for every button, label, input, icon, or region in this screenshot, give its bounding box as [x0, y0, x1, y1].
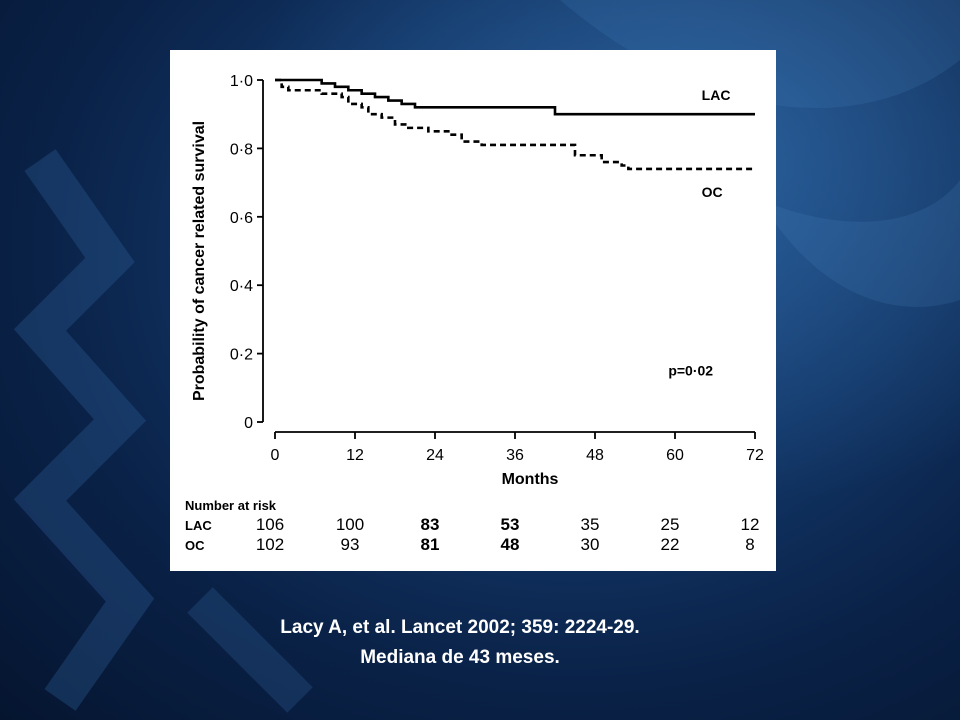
risk-row-label-oc: OC	[185, 538, 205, 553]
y-tick-label: 0·4	[230, 278, 253, 295]
risk-value: 100	[336, 515, 364, 534]
risk-value: 12	[741, 515, 760, 534]
km-survival-chart: 0 0·2 0·4 0·6 0·8 1·0 0 12 24 36 48 60 72 Months Prob…	[185, 73, 764, 554]
km-chart-figure: 0 0·2 0·4 0·6 0·8 1·0 0 12 24 36 48 60 72 Months Prob…	[170, 50, 776, 571]
y-tick-label: 1·0	[230, 73, 253, 90]
risk-value: 22	[661, 535, 680, 554]
p-value-annotation: p=0·02	[668, 363, 713, 379]
risk-row-label-lac: LAC	[185, 518, 212, 533]
x-tick-label: 0	[271, 447, 280, 464]
y-tick-label: 0	[244, 415, 253, 432]
y-axis-label: Probability of cancer related survival	[191, 121, 208, 401]
risk-value: 83	[421, 515, 440, 534]
risk-value: 53	[501, 515, 520, 534]
risk-value: 102	[256, 535, 284, 554]
risk-value: 81	[421, 535, 440, 554]
x-tick-label: 24	[426, 447, 444, 464]
risk-value: 48	[501, 535, 520, 554]
risk-value: 8	[745, 535, 754, 554]
risk-value: 25	[661, 515, 680, 534]
risk-value: 106	[256, 515, 284, 534]
x-tick-label: 36	[506, 447, 524, 464]
y-tick-label: 0·6	[230, 210, 253, 227]
series-label-lac: LAC	[702, 87, 731, 103]
x-tick-label: 60	[666, 447, 684, 464]
series-label-oc: OC	[702, 184, 723, 200]
risk-value: 35	[581, 515, 600, 534]
series-line-oc	[275, 78, 755, 171]
x-axis-label: Months	[502, 471, 559, 488]
risk-table-title: Number at risk	[185, 498, 277, 513]
risk-value: 93	[341, 535, 360, 554]
citation-caption: Lacy A, et al. Lancet 2002; 359: 2224-29…	[280, 617, 640, 638]
y-tick-label: 0·8	[230, 141, 253, 158]
y-tick-label: 0·2	[230, 347, 253, 364]
x-tick-label: 72	[746, 447, 764, 464]
risk-value: 30	[581, 535, 600, 554]
median-followup-caption: Mediana de 43 meses.	[360, 647, 560, 668]
series-line-lac	[275, 78, 755, 116]
x-tick-label: 12	[346, 447, 364, 464]
x-tick-label: 48	[586, 447, 604, 464]
